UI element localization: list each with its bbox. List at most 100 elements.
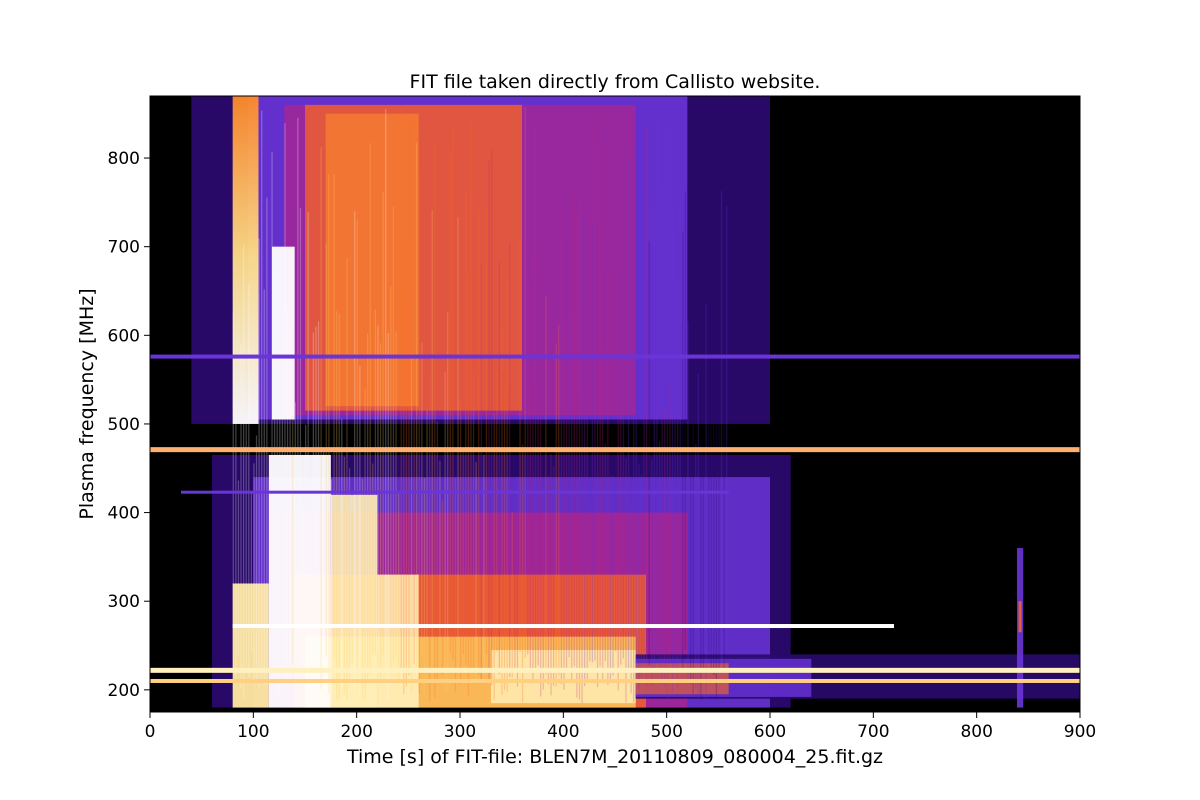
striation <box>586 309 588 680</box>
striation <box>284 123 286 686</box>
striation <box>297 117 299 654</box>
x-tick-label: 800 <box>960 722 992 742</box>
striation <box>527 280 529 655</box>
striation <box>413 417 415 664</box>
striation <box>434 145 436 698</box>
striation <box>248 284 250 678</box>
striation <box>627 158 630 669</box>
striation <box>609 475 612 680</box>
striation <box>509 243 511 678</box>
striation <box>493 413 495 701</box>
striation <box>506 280 508 692</box>
striation <box>622 350 624 659</box>
striation <box>317 321 320 697</box>
striation <box>715 315 717 700</box>
striation <box>540 412 542 697</box>
striation <box>480 263 482 683</box>
striation <box>250 492 252 654</box>
striation <box>630 505 632 694</box>
striation <box>320 147 322 690</box>
striation <box>240 345 242 689</box>
striation <box>436 421 438 683</box>
striation <box>444 371 446 691</box>
striation <box>491 150 493 685</box>
striation <box>594 118 596 661</box>
striation <box>514 511 516 671</box>
striation <box>532 255 534 684</box>
striation <box>472 375 475 674</box>
striation <box>416 142 418 672</box>
striation <box>684 191 686 651</box>
striation <box>666 125 668 704</box>
striation <box>268 480 271 654</box>
striation <box>372 463 374 656</box>
flare-column <box>377 574 419 708</box>
striation <box>343 456 345 695</box>
striation <box>638 464 640 690</box>
isolated-spike <box>1018 601 1022 633</box>
striation <box>700 440 702 700</box>
striation <box>581 396 583 704</box>
striation <box>266 197 268 685</box>
striation <box>426 410 428 682</box>
striation <box>653 203 655 673</box>
x-tick-label: 500 <box>650 722 682 742</box>
x-axis-label: Time [s] of FIT-file: BLEN7M_20110809_08… <box>346 746 883 768</box>
striation <box>271 152 273 679</box>
striation <box>382 191 384 655</box>
striation <box>385 108 387 670</box>
striation <box>669 384 671 660</box>
flare-column <box>271 246 295 420</box>
striation <box>718 252 720 669</box>
striation <box>305 424 307 683</box>
striation <box>364 388 366 702</box>
striation <box>511 512 513 678</box>
striation <box>695 444 697 689</box>
striation <box>439 460 441 665</box>
striation <box>573 194 575 667</box>
striation <box>333 173 335 659</box>
striation <box>529 386 531 671</box>
striation <box>276 246 278 696</box>
striation <box>547 476 550 685</box>
striation <box>563 323 565 690</box>
striation <box>677 283 679 688</box>
interference-line <box>181 490 729 494</box>
striation <box>346 258 348 699</box>
striation <box>341 418 343 688</box>
striation <box>457 217 459 672</box>
striation <box>400 108 402 669</box>
striation <box>545 295 547 676</box>
striation <box>640 474 643 677</box>
striation <box>441 500 444 675</box>
striation <box>625 458 627 703</box>
y-tick-label: 700 <box>108 238 140 258</box>
striation <box>651 459 653 686</box>
striation <box>615 511 617 652</box>
flare-column <box>232 96 259 424</box>
striation <box>633 105 635 703</box>
striation <box>496 371 498 652</box>
striation <box>281 344 283 667</box>
x-axis-ticks: 0 100 200 300 400 500 600 700 800 900 <box>145 712 1096 742</box>
striation <box>692 413 694 695</box>
striation <box>423 477 426 695</box>
striation <box>643 282 645 666</box>
striation <box>410 353 413 694</box>
striation <box>359 366 361 700</box>
striation <box>348 468 351 678</box>
x-tick-label: 0 <box>145 722 156 742</box>
striation <box>237 480 240 657</box>
striation <box>602 343 604 683</box>
striation <box>664 410 666 687</box>
striation <box>289 328 291 680</box>
x-tick-label: 200 <box>340 722 372 742</box>
striation <box>522 444 524 703</box>
striation <box>607 271 609 685</box>
striation <box>519 239 521 653</box>
emission-region <box>491 649 636 704</box>
striation <box>553 466 555 686</box>
striation <box>560 238 562 685</box>
striation <box>243 244 245 700</box>
striation <box>726 206 728 655</box>
